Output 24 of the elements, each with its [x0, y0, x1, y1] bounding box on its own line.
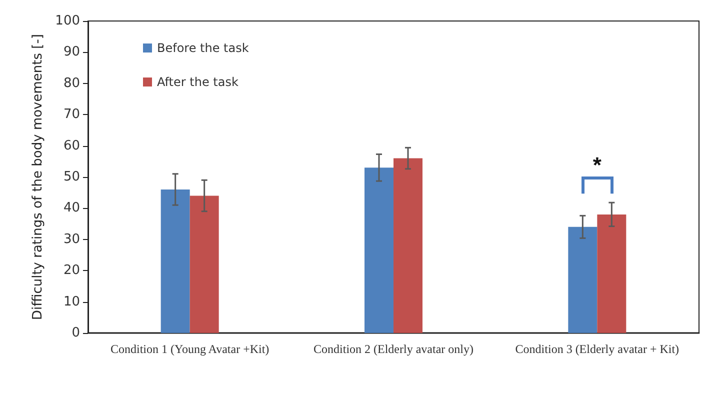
y-tick-label: 10 — [63, 294, 80, 310]
y-tick-label: 20 — [63, 263, 80, 278]
bar — [568, 226, 598, 333]
y-tick-label: 70 — [63, 107, 80, 122]
y-tick-label: 60 — [63, 138, 80, 154]
bar — [394, 158, 422, 333]
y-tick-label: 40 — [63, 200, 80, 216]
annotation: * — [592, 152, 602, 178]
y-tick-label: 80 — [63, 76, 80, 91]
y-tick-label: 0 — [72, 326, 80, 340]
bar — [597, 214, 626, 333]
bar — [160, 189, 190, 333]
y-tick-label: 50 — [63, 170, 80, 184]
y-tick-label: 90 — [63, 44, 80, 60]
x-tick-label: Condition 2 (Elderly avatar only) — [314, 342, 474, 356]
x-tick-label: Condition 1 (Young Avatar +Kit) — [110, 342, 270, 356]
y-tick-label: 30 — [63, 232, 80, 247]
bar — [364, 168, 394, 333]
bar — [190, 196, 219, 333]
y-tick-label: 100 — [55, 14, 80, 28]
legend-label: Before the task — [157, 41, 249, 55]
y-axis-title: Difficulty ratings of the body movements [-] — [30, 34, 46, 320]
x-tick-label: Condition 3 (Elderly avatar + Kit) — [515, 342, 680, 356]
legend-label: After the task — [157, 75, 238, 89]
